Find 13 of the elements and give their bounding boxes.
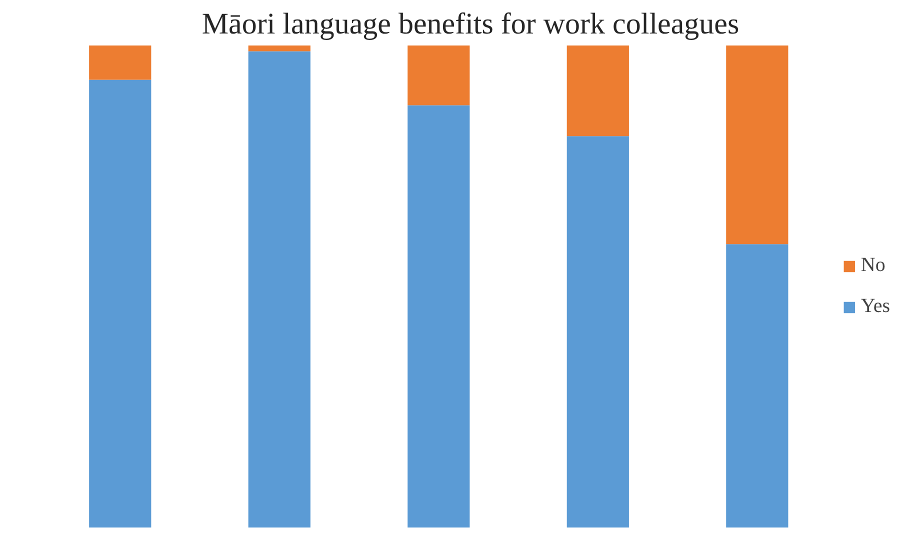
bar: [566, 136, 629, 528]
bar: [726, 46, 788, 244]
bar: [408, 105, 470, 528]
legend-label: No: [860, 254, 886, 277]
bar: [89, 46, 152, 80]
bar: [248, 46, 310, 52]
bar: [566, 46, 629, 136]
chart-title: Māori language benefits for work colleagues: [202, 8, 740, 40]
bar: [89, 80, 152, 528]
bar: [408, 46, 470, 106]
legend-label: Yes: [860, 295, 890, 318]
bar: [248, 51, 310, 528]
bar: [726, 244, 788, 528]
